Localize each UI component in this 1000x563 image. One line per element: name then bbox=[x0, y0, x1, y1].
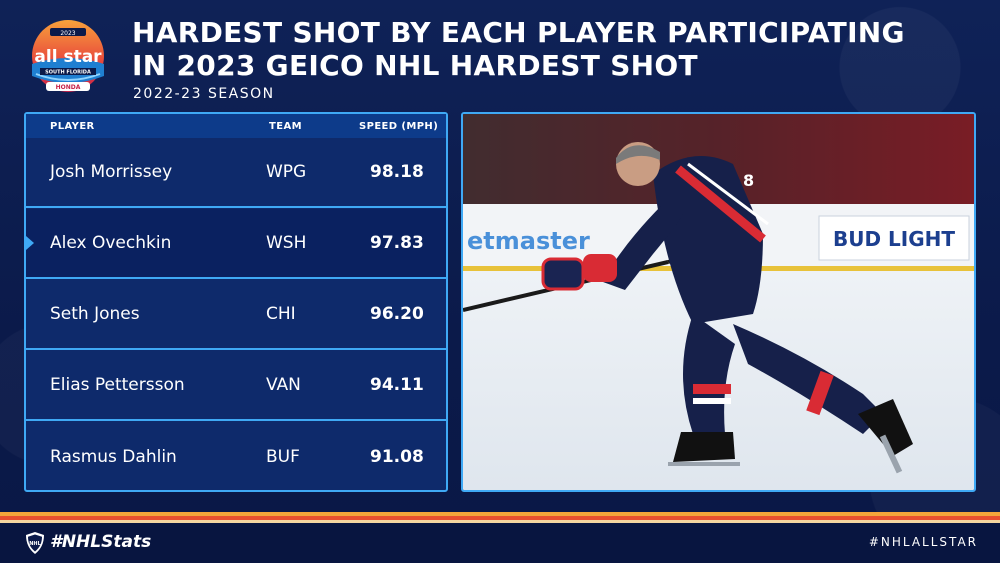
shot-speed: 94.11 bbox=[370, 375, 424, 395]
boards-ad-right: BUD LIGHT bbox=[833, 227, 955, 251]
nhl-stats-brand: #NHLStats bbox=[50, 532, 152, 552]
player-photo: etmaster BUD LIGHT 8 bbox=[461, 112, 976, 492]
page-title: HARDEST SHOT BY EACH PLAYER PARTICIPATIN… bbox=[132, 16, 905, 82]
nhl-shield-icon: NHL bbox=[26, 532, 44, 554]
footer-stripe bbox=[0, 516, 1000, 520]
hardest-shot-table: PLAYER TEAM SPEED (MPH) Josh Morrissey W… bbox=[24, 112, 448, 492]
table-header: PLAYER TEAM SPEED (MPH) bbox=[26, 114, 446, 138]
footer-bar bbox=[0, 523, 1000, 563]
shot-speed: 97.83 bbox=[370, 233, 424, 253]
svg-text:NHL: NHL bbox=[29, 541, 41, 547]
team-code: CHI bbox=[266, 304, 296, 324]
page-subtitle: 2022-23 SEASON bbox=[133, 86, 275, 102]
shot-speed: 98.18 bbox=[370, 162, 424, 182]
column-header-speed: SPEED (MPH) bbox=[359, 120, 439, 132]
hockey-player-photo: etmaster BUD LIGHT 8 bbox=[463, 114, 974, 490]
logo-sponsor: HONDA bbox=[56, 84, 81, 91]
all-star-hashtag: #NHLALLSTAR bbox=[868, 535, 978, 549]
logo-main-text: all star bbox=[34, 47, 102, 67]
team-code: BUF bbox=[266, 447, 300, 467]
column-header-team: TEAM bbox=[269, 120, 302, 132]
table-row: Josh Morrissey WPG 98.18 bbox=[26, 138, 446, 208]
footer-stripe bbox=[0, 520, 1000, 523]
footer-stripe bbox=[0, 512, 1000, 516]
table-row: Seth Jones CHI 96.20 bbox=[26, 280, 446, 350]
table-row-highlighted: Alex Ovechkin WSH 97.83 bbox=[26, 209, 446, 279]
table-body: Josh Morrissey WPG 98.18 Alex Ovechkin W… bbox=[26, 138, 446, 490]
team-code: VAN bbox=[266, 375, 301, 395]
player-name: Elias Pettersson bbox=[50, 375, 185, 395]
all-star-logo: 2023 all star SOUTH FLORIDA HONDA bbox=[32, 20, 104, 92]
jersey-number: 8 bbox=[743, 171, 754, 190]
player-name: Seth Jones bbox=[50, 304, 140, 324]
logo-region: SOUTH FLORIDA bbox=[45, 70, 91, 76]
highlight-marker-icon bbox=[26, 236, 34, 250]
table-row: Rasmus Dahlin BUF 91.08 bbox=[26, 422, 446, 492]
player-name: Josh Morrissey bbox=[50, 162, 173, 182]
shot-speed: 91.08 bbox=[370, 447, 424, 467]
player-name: Rasmus Dahlin bbox=[50, 447, 177, 467]
team-code: WSH bbox=[266, 233, 307, 253]
table-row: Elias Pettersson VAN 94.11 bbox=[26, 351, 446, 421]
column-header-player: PLAYER bbox=[50, 120, 95, 132]
logo-year: 2023 bbox=[60, 30, 75, 37]
shot-speed: 96.20 bbox=[370, 304, 424, 324]
team-code: WPG bbox=[266, 162, 307, 182]
boards-ad-left: etmaster bbox=[467, 227, 590, 255]
player-name: Alex Ovechkin bbox=[50, 233, 172, 253]
